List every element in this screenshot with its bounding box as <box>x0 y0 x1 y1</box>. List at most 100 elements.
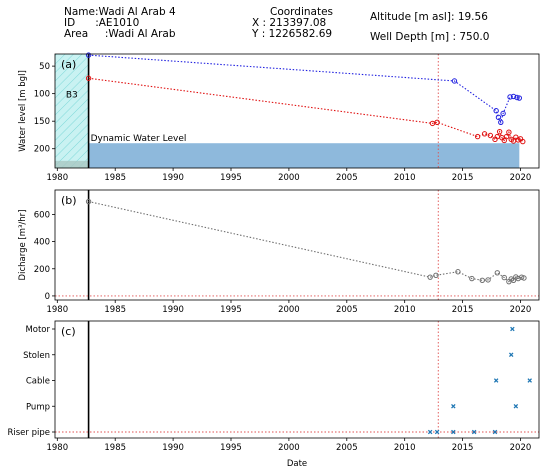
p1-y-tick-label-1: 200 <box>34 265 50 275</box>
p1-x-tick-label-5: 2005 <box>336 305 358 315</box>
p1-x-tick-label-0: 1980 <box>46 305 68 315</box>
p2-x-tick-label-2: 1990 <box>162 443 184 453</box>
p0-series-0-point-7 <box>510 93 517 100</box>
p1-x-tick-label-4: 2000 <box>278 305 300 315</box>
p1-axes-frame <box>54 189 540 301</box>
p0-x-tick-label-4: 2000 <box>278 173 300 183</box>
p2-series-0-point-2 <box>451 429 456 435</box>
coordinates-title: Coordinates <box>270 6 334 18</box>
p2-x-tick-label-1: 1985 <box>104 443 126 453</box>
p1-x-tick-label-8: 2020 <box>510 305 532 315</box>
well-area: Area :Wadi Al Arab <box>64 28 176 40</box>
p0-series-0-point-0 <box>85 52 92 58</box>
p2-series-0-point-1 <box>434 429 440 435</box>
p0-series-1-point-2 <box>434 119 440 125</box>
p0-series-0-line <box>88 54 520 124</box>
p0-b3-label: B3 <box>66 91 78 101</box>
p0-y-tick-label-1: 100 <box>34 90 50 100</box>
p1-series-0-point-5 <box>479 277 485 284</box>
p0-series-0-point-8 <box>514 94 520 101</box>
p1-y-axis-label: Dicharge [m³/hr] <box>18 210 28 281</box>
p2-x-tick-label-7: 2015 <box>452 443 474 453</box>
p0-b3-bottom-layer <box>55 160 89 168</box>
p0-series-0-point-9 <box>516 95 523 101</box>
well-id: ID :AE1010 <box>64 17 140 29</box>
p0-series-0-point-5 <box>500 110 506 117</box>
p2-axes-frame <box>54 320 540 439</box>
p0-series-0-point-6 <box>507 94 513 100</box>
p1-series-0-point-8 <box>501 274 507 281</box>
p2-x-axis-label: Date <box>287 459 307 469</box>
p1-x-tick-label-2: 1990 <box>162 305 184 315</box>
p1-x-tick-label-6: 2010 <box>394 305 416 315</box>
p2-series-0-point-8 <box>527 378 532 383</box>
p0-series-1-point-4 <box>481 131 488 137</box>
p0-series-0-point-2 <box>493 108 499 114</box>
p0-series-1-point-8 <box>496 128 503 135</box>
p0-x-tick-label-2: 1990 <box>162 173 184 183</box>
p0-y-tick-label-0: 50 <box>39 62 50 72</box>
p1-series-0-point-6 <box>485 277 491 283</box>
p0-x-tick-label-1: 1985 <box>104 173 126 183</box>
p0-series-1-point-12 <box>506 129 512 135</box>
p2-x-tick-label-0: 1980 <box>46 443 68 453</box>
p0-series-1-point-10 <box>501 137 507 144</box>
coordinate-y: Y : 1226582.69 <box>252 28 333 40</box>
p0-x-tick-label-5: 2005 <box>336 173 358 183</box>
p0-y-tick-label-2: 150 <box>34 117 50 127</box>
coordinate-x: X : 213397.08 <box>252 17 327 29</box>
p2-y-tick-label-2: Cable <box>26 377 50 387</box>
p2-x-tick-label-8: 2020 <box>510 443 532 453</box>
p1-series-0-point-2 <box>433 272 439 278</box>
p0-series-1-point-3 <box>474 133 481 140</box>
p2-series-0-point-0 <box>427 429 433 435</box>
p2-series-0-point-5 <box>451 403 456 409</box>
p0-axes-frame <box>54 53 540 169</box>
p0-series-1-point-5 <box>487 132 494 139</box>
p0-y-axis-label: Water level [m bgl] <box>18 70 28 152</box>
p1-y-tick-label-0: 0 <box>45 292 50 302</box>
p2-x-tick-label-4: 2000 <box>278 443 300 453</box>
p2-series-0-point-7 <box>493 378 499 383</box>
p1-series-0-point-15 <box>521 275 527 281</box>
p0-series-1-point-11 <box>503 133 510 140</box>
p1-x-tick-label-7: 2015 <box>452 305 474 315</box>
p1-y-tick-label-2: 400 <box>34 238 50 248</box>
p2-series-0-point-10 <box>510 326 515 332</box>
p0-series-1-point-0 <box>85 75 92 81</box>
p2-panel-label: (c) <box>61 325 76 338</box>
p0-series-0-point-3 <box>495 114 502 121</box>
p0-series-0-point-4 <box>498 119 504 125</box>
p0-dynamic-water-level-label: Dynamic Water Level <box>91 134 187 144</box>
p1-panel-label: (b) <box>61 194 77 207</box>
altitude: Altitude [m asl]: 19.56 <box>370 11 488 23</box>
p2-series-0-point-3 <box>471 429 477 435</box>
p1-series-0-point-4 <box>469 275 475 282</box>
well-depth: Well Depth [m] : 750.0 <box>370 31 490 43</box>
p0-y-tick-label-3: 200 <box>34 145 50 155</box>
p2-y-tick-label-3: Stolen <box>23 351 50 361</box>
p2-y-tick-label-1: Pump <box>26 402 50 412</box>
p1-series-0-line <box>88 201 525 283</box>
p0-series-0-point-1 <box>451 78 458 84</box>
p0-x-tick-label-3: 1995 <box>220 173 242 183</box>
p1-series-0-point-1 <box>427 274 433 280</box>
p2-x-tick-label-6: 2010 <box>394 443 416 453</box>
p2-x-tick-label-3: 1995 <box>220 443 242 453</box>
p2-series-0-point-9 <box>508 352 514 358</box>
p0-panel-label: (a) <box>61 58 76 71</box>
p0-x-tick-label-7: 2015 <box>452 173 474 183</box>
p2-series-0-point-4 <box>492 429 498 435</box>
p0-series-1-point-18 <box>520 138 526 145</box>
p1-x-tick-label-1: 1985 <box>104 305 126 315</box>
p2-y-tick-label-0: Riser pipe <box>7 428 50 438</box>
p0-dynamic-water-level-band <box>88 143 520 168</box>
p0-series-1-line <box>88 77 524 142</box>
p1-y-tick-label-3: 600 <box>34 210 50 220</box>
p2-series-0-point-6 <box>513 403 519 409</box>
p0-x-tick-label-8: 2020 <box>510 173 532 183</box>
p2-y-tick-label-4: Motor <box>25 325 50 335</box>
p0-x-tick-label-0: 1980 <box>46 173 68 183</box>
p0-x-tick-label-6: 2010 <box>394 173 416 183</box>
p2-x-tick-label-5: 2005 <box>336 443 358 453</box>
